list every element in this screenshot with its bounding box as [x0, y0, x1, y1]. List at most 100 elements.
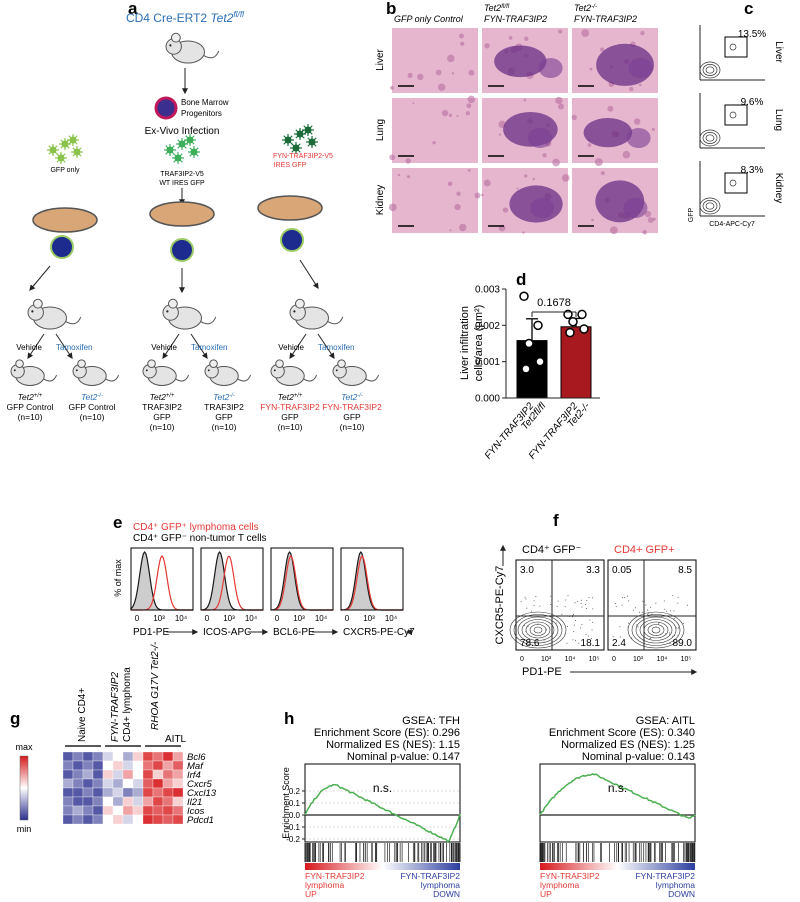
progenitor-cell [154, 96, 178, 120]
label: Tet2+/+ [18, 392, 43, 402]
label: (n=10) [278, 422, 303, 432]
label-part: Tet2 [574, 3, 591, 13]
label: Normalized ES (NES): 1.15 [326, 739, 460, 751]
label: 10⁴ [245, 614, 258, 623]
mouse-eye [31, 310, 34, 313]
label-part: -/- [591, 3, 597, 10]
label: 0 [612, 656, 616, 663]
tissue-speck [516, 187, 519, 190]
label: WT IRES GFP [159, 180, 205, 187]
event-dot [615, 606, 617, 608]
heatmap-cell [152, 805, 164, 816]
heatmap-cell [152, 814, 164, 825]
tissue-speck [607, 105, 614, 112]
label: 78.6 [520, 638, 540, 649]
event-dot [649, 606, 651, 608]
label: 10³ [363, 614, 375, 623]
event-dot [627, 595, 629, 597]
event-dot [571, 616, 573, 618]
virus [174, 154, 182, 162]
virus [186, 136, 194, 144]
event-dot [642, 617, 644, 619]
event-dot [581, 624, 583, 626]
tissue-speck [459, 223, 467, 232]
label: Kidney [375, 185, 386, 216]
heatmap-cell [152, 769, 164, 780]
infiltrate [583, 117, 633, 148]
heatmap-cell [112, 805, 124, 816]
mouse-ear [168, 298, 178, 309]
heatmap-cell [92, 814, 104, 825]
event-dot [655, 635, 657, 637]
tissue-speck [397, 173, 401, 177]
event-dot [677, 596, 679, 598]
tissue-speck [644, 210, 652, 218]
label: 10⁴ [657, 656, 668, 663]
tissue-speck [484, 43, 490, 49]
plot-frame [539, 763, 696, 843]
enrichment-curve [539, 773, 696, 819]
event-dot [687, 604, 689, 606]
event-dot [648, 613, 650, 615]
data-point [521, 364, 531, 374]
event-dot [658, 623, 660, 625]
heatmap-cell [132, 814, 144, 825]
heatmap-cell [152, 751, 164, 762]
tissue-speck [483, 179, 491, 187]
heatmap-cell [132, 769, 144, 780]
panel-letter: f [553, 511, 559, 530]
tissue-speck [502, 207, 509, 213]
heatmap-cell [162, 796, 174, 807]
contour [705, 66, 715, 74]
label: Vehicle [278, 343, 304, 352]
y-tick-label: 0.000 [475, 394, 500, 405]
label: (n=10) [150, 422, 175, 432]
event-dot [565, 599, 567, 601]
infiltrate [623, 198, 648, 218]
virus [284, 136, 292, 144]
tissue-speck [599, 47, 605, 52]
mouse-eye [207, 369, 210, 372]
event-dot [575, 639, 577, 641]
tissue-speck [406, 175, 411, 179]
data-point [524, 338, 534, 349]
event-dot [677, 635, 679, 637]
mouse-eye [273, 369, 276, 372]
heatmap-cell [102, 814, 114, 825]
plot-frame [607, 559, 697, 651]
heatmap-cell [102, 787, 114, 798]
label: 0 [135, 614, 140, 623]
mouse-ear [147, 359, 156, 368]
label: Nominal p-value: 0.147 [347, 751, 460, 763]
event-dot [585, 634, 587, 636]
label: max [15, 742, 33, 752]
label: GFP [215, 412, 233, 422]
event-dot [675, 627, 677, 629]
heatmap-cell [72, 760, 84, 771]
label: Tet2-/- [81, 392, 103, 402]
mouse-eye [13, 369, 16, 372]
heatmap-cell [72, 805, 84, 816]
mouse-icon [10, 359, 58, 386]
contour [513, 614, 563, 646]
contour [627, 611, 685, 649]
label: lymphoma [421, 880, 460, 890]
label: 10³ [541, 656, 552, 663]
mouse-ear [337, 359, 346, 368]
event-dot [525, 630, 527, 632]
heatmap-cell [172, 769, 184, 780]
label-part: -/- [97, 393, 103, 399]
arrow [55, 333, 73, 359]
mouse-eye [166, 310, 169, 313]
label: UP [540, 889, 552, 899]
label: IRES GFP [274, 162, 307, 169]
contour [705, 134, 715, 142]
infiltrate [628, 58, 653, 78]
contour [635, 616, 677, 644]
mouse-icon [289, 298, 344, 330]
event-dot [624, 597, 626, 599]
tissue-speck [389, 154, 396, 161]
heatmap-cell [62, 751, 74, 762]
heatmap-cell [62, 769, 74, 780]
event-dot [545, 630, 547, 632]
